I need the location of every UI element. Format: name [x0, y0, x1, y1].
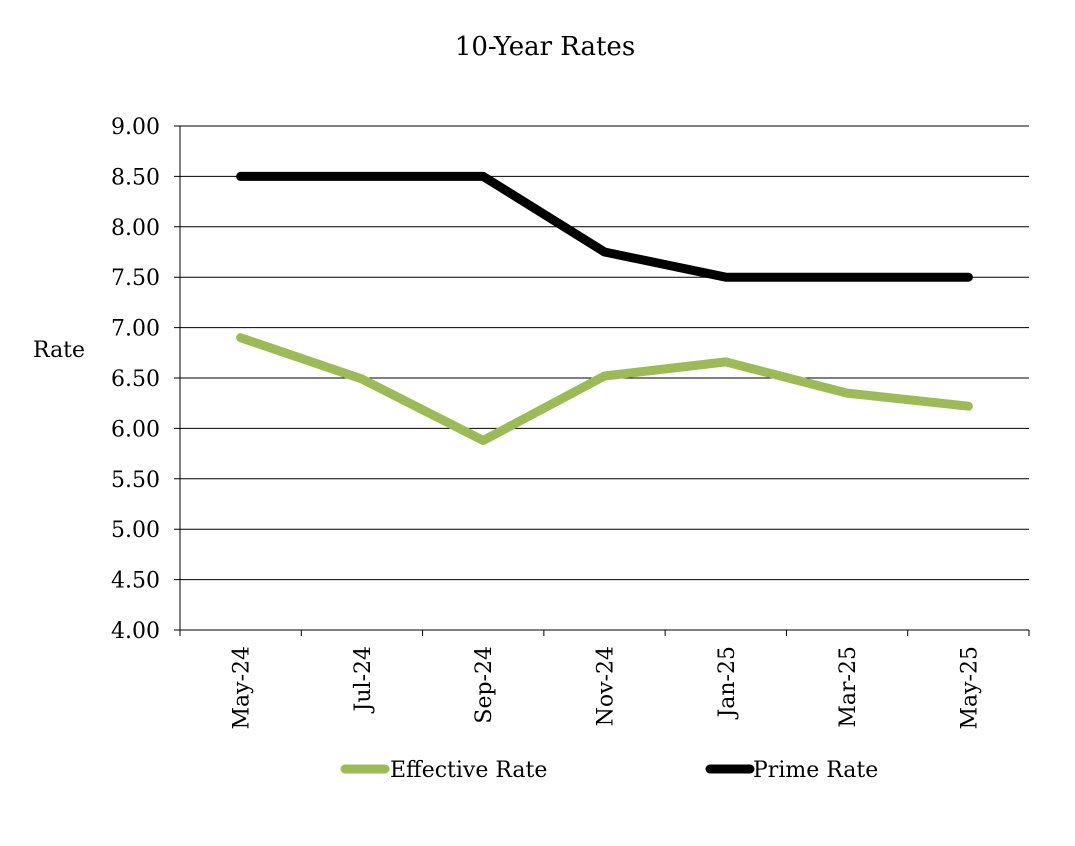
y-tick-label: 5.00: [111, 518, 160, 543]
axes: [179, 126, 1030, 636]
y-tick-label: 7.00: [111, 317, 160, 342]
y-tick-label: 9.00: [111, 115, 160, 140]
y-tick-label: 4.00: [111, 619, 160, 644]
y-tick-label: 8.50: [111, 165, 160, 190]
y-tick-label: 4.50: [111, 569, 160, 594]
y-tick-labels: 4.00 4.50 5.00 5.50 6.00 6.50 7.00 7.50 8.00 8.50…: [111, 115, 160, 644]
legend-label: Prime Rate: [753, 758, 878, 783]
x-tick-label: Jan-25: [715, 646, 740, 720]
series-line-effective-rate: [236, 333, 973, 445]
y-tick-label: 8.00: [111, 216, 160, 241]
x-tick-label: Jul-24: [351, 646, 376, 713]
series-line-prime-rate: [236, 171, 973, 282]
x-tick-label: May-24: [230, 646, 255, 730]
x-tick-label: Mar-25: [836, 646, 861, 728]
series-lines: [236, 171, 973, 445]
x-tick-labels: May-24 Jul-24 Sep-24 Nov-24 Jan-25 Mar-25 May-…: [230, 646, 983, 730]
legend: Effective Rate Prime Rate: [340, 758, 878, 783]
legend-label: Effective Rate: [390, 758, 547, 783]
x-tick-label: Sep-24: [472, 646, 497, 724]
chart-title: 10-Year Rates: [455, 32, 635, 62]
y-tick-label: 6.50: [111, 367, 160, 392]
y-tick-label: 6.00: [111, 417, 160, 442]
x-tick-label: May-25: [957, 646, 982, 730]
y-tick-label: 7.50: [111, 266, 160, 291]
y-axis-label: Rate: [33, 338, 85, 363]
y-tick-label: 5.50: [111, 468, 160, 493]
x-tick-label: Nov-24: [594, 646, 619, 726]
